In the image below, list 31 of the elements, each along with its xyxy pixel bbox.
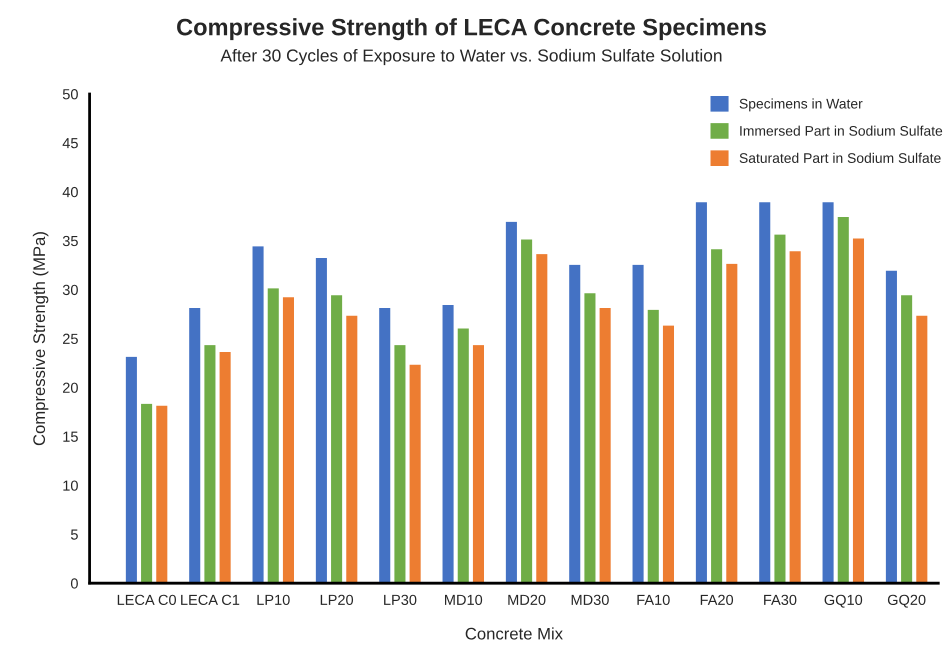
- y-tick-label: 35: [62, 236, 78, 246]
- legend-label: Specimens in Water: [740, 98, 863, 112]
- chart-title: Compressive Strength of LECA Concrete Specimens: [177, 18, 766, 40]
- y-tick-label: 20: [62, 382, 78, 393]
- y-tick-label: 40: [62, 186, 78, 198]
- x-tick-label: FA30: [764, 594, 796, 606]
- x-tick-label: LECA C0: [118, 594, 176, 606]
- y-tick-label: 45: [62, 138, 78, 148]
- x-axis-title: Concrete Mix: [466, 627, 563, 640]
- x-tick-label: LP20: [320, 594, 354, 606]
- x-tick-label: GQ10: [824, 594, 862, 608]
- legend-label: Saturated Part in Sodium Sulfate: [740, 152, 941, 163]
- chart-subtitle: After 30 Cycles of Exposure to Water vs. Sodium Sulfate Solution: [220, 48, 722, 66]
- y-tick-label: 10: [63, 480, 78, 491]
- y-tick-label: 0: [70, 578, 78, 589]
- x-tick-label: MD30: [572, 594, 609, 606]
- x-tick-label: LECA C1: [181, 594, 240, 606]
- y-tick-label: 5: [70, 530, 78, 540]
- x-tick-label: FA10: [637, 594, 670, 606]
- x-tick-label: MD20: [508, 594, 546, 606]
- x-tick-label: GQ20: [888, 594, 926, 608]
- legend-label: Immersed Part in Sodium Sulfate: [740, 126, 942, 136]
- y-tick-label: 25: [62, 334, 78, 344]
- y-tick-label: 15: [63, 432, 78, 442]
- x-tick-label: LP10: [257, 594, 290, 606]
- x-tick-label: LP30: [384, 594, 416, 606]
- x-tick-label: MD10: [445, 594, 482, 606]
- y-tick-label: 50: [62, 89, 78, 100]
- x-tick-label: FA20: [700, 594, 734, 606]
- y-axis-title: Compressive Strength (MPa): [32, 232, 48, 446]
- y-tick-label: 30: [62, 284, 78, 296]
